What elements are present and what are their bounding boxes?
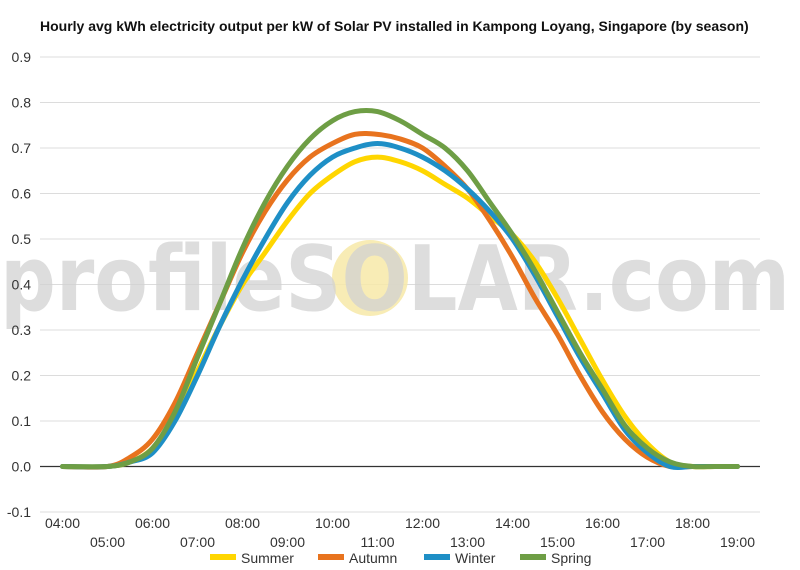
legend: Summer Autumn Winter Spring (210, 550, 591, 566)
legend-label-summer: Summer (241, 550, 294, 566)
series-line-winter (60, 140, 740, 470)
x-tick-label: 12:00 (405, 515, 440, 531)
watermark: profileSOLAR.com (0, 227, 790, 332)
x-tick-label: 09:00 (270, 534, 305, 550)
x-tick-label: 13:00 (450, 534, 485, 550)
grid-lines (40, 56, 760, 513)
x-tick-label: 07:00 (180, 534, 215, 550)
y-tick-label: -0.1 (7, 504, 31, 520)
legend-swatch-autumn (318, 554, 344, 560)
x-tick-label: 11:00 (361, 534, 395, 550)
x-tick-label: 08:00 (225, 515, 260, 531)
y-tick-label: 0.7 (12, 140, 32, 156)
series-lines (60, 107, 740, 470)
watermark-sun-icon (332, 240, 408, 316)
x-axis-ticks: 04:00 05:00 06:00 07:00 08:00 09:00 10:00 11:00… (45, 515, 755, 550)
x-tick-label: 15:00 (540, 534, 575, 550)
legend-label-autumn: Autumn (349, 550, 397, 566)
y-tick-label: 0.4 (12, 277, 32, 293)
x-tick-label: 05:00 (90, 534, 125, 550)
x-tick-label: 06:00 (135, 515, 170, 531)
legend-label-winter: Winter (455, 550, 496, 566)
y-tick-label: 0.5 (12, 231, 32, 247)
legend-swatch-spring (520, 554, 546, 560)
legend-label-spring: Spring (551, 550, 591, 566)
y-tick-label: 0.2 (12, 368, 32, 384)
x-tick-label: 18:00 (675, 515, 710, 531)
x-tick-label: 17:00 (630, 534, 665, 550)
chart-title: Hourly avg kWh electricity output per kW… (40, 18, 749, 34)
legend-swatch-winter (424, 554, 450, 560)
x-tick-label: 10:00 (315, 515, 350, 531)
watermark-text: profileSOLAR.com (0, 227, 790, 332)
x-tick-label: 04:00 (45, 515, 80, 531)
series-line-spring (60, 107, 740, 470)
y-tick-label: 0.8 (12, 95, 32, 111)
y-axis-ticks: 0.9 0.8 0.7 0.6 0.5 0.4 0.3 0.2 0.1 0.0 -0.1 (7, 49, 31, 520)
y-tick-label: 0.1 (12, 413, 32, 429)
x-tick-label: 16:00 (585, 515, 620, 531)
y-tick-label: 0.9 (12, 49, 32, 65)
x-tick-label: 19:00 (720, 534, 755, 550)
y-tick-label: 0.3 (12, 322, 32, 338)
legend-swatch-summer (210, 554, 236, 560)
y-tick-label: 0.6 (12, 186, 32, 202)
x-tick-label: 14:00 (495, 515, 530, 531)
y-tick-label: 0.0 (12, 459, 32, 475)
